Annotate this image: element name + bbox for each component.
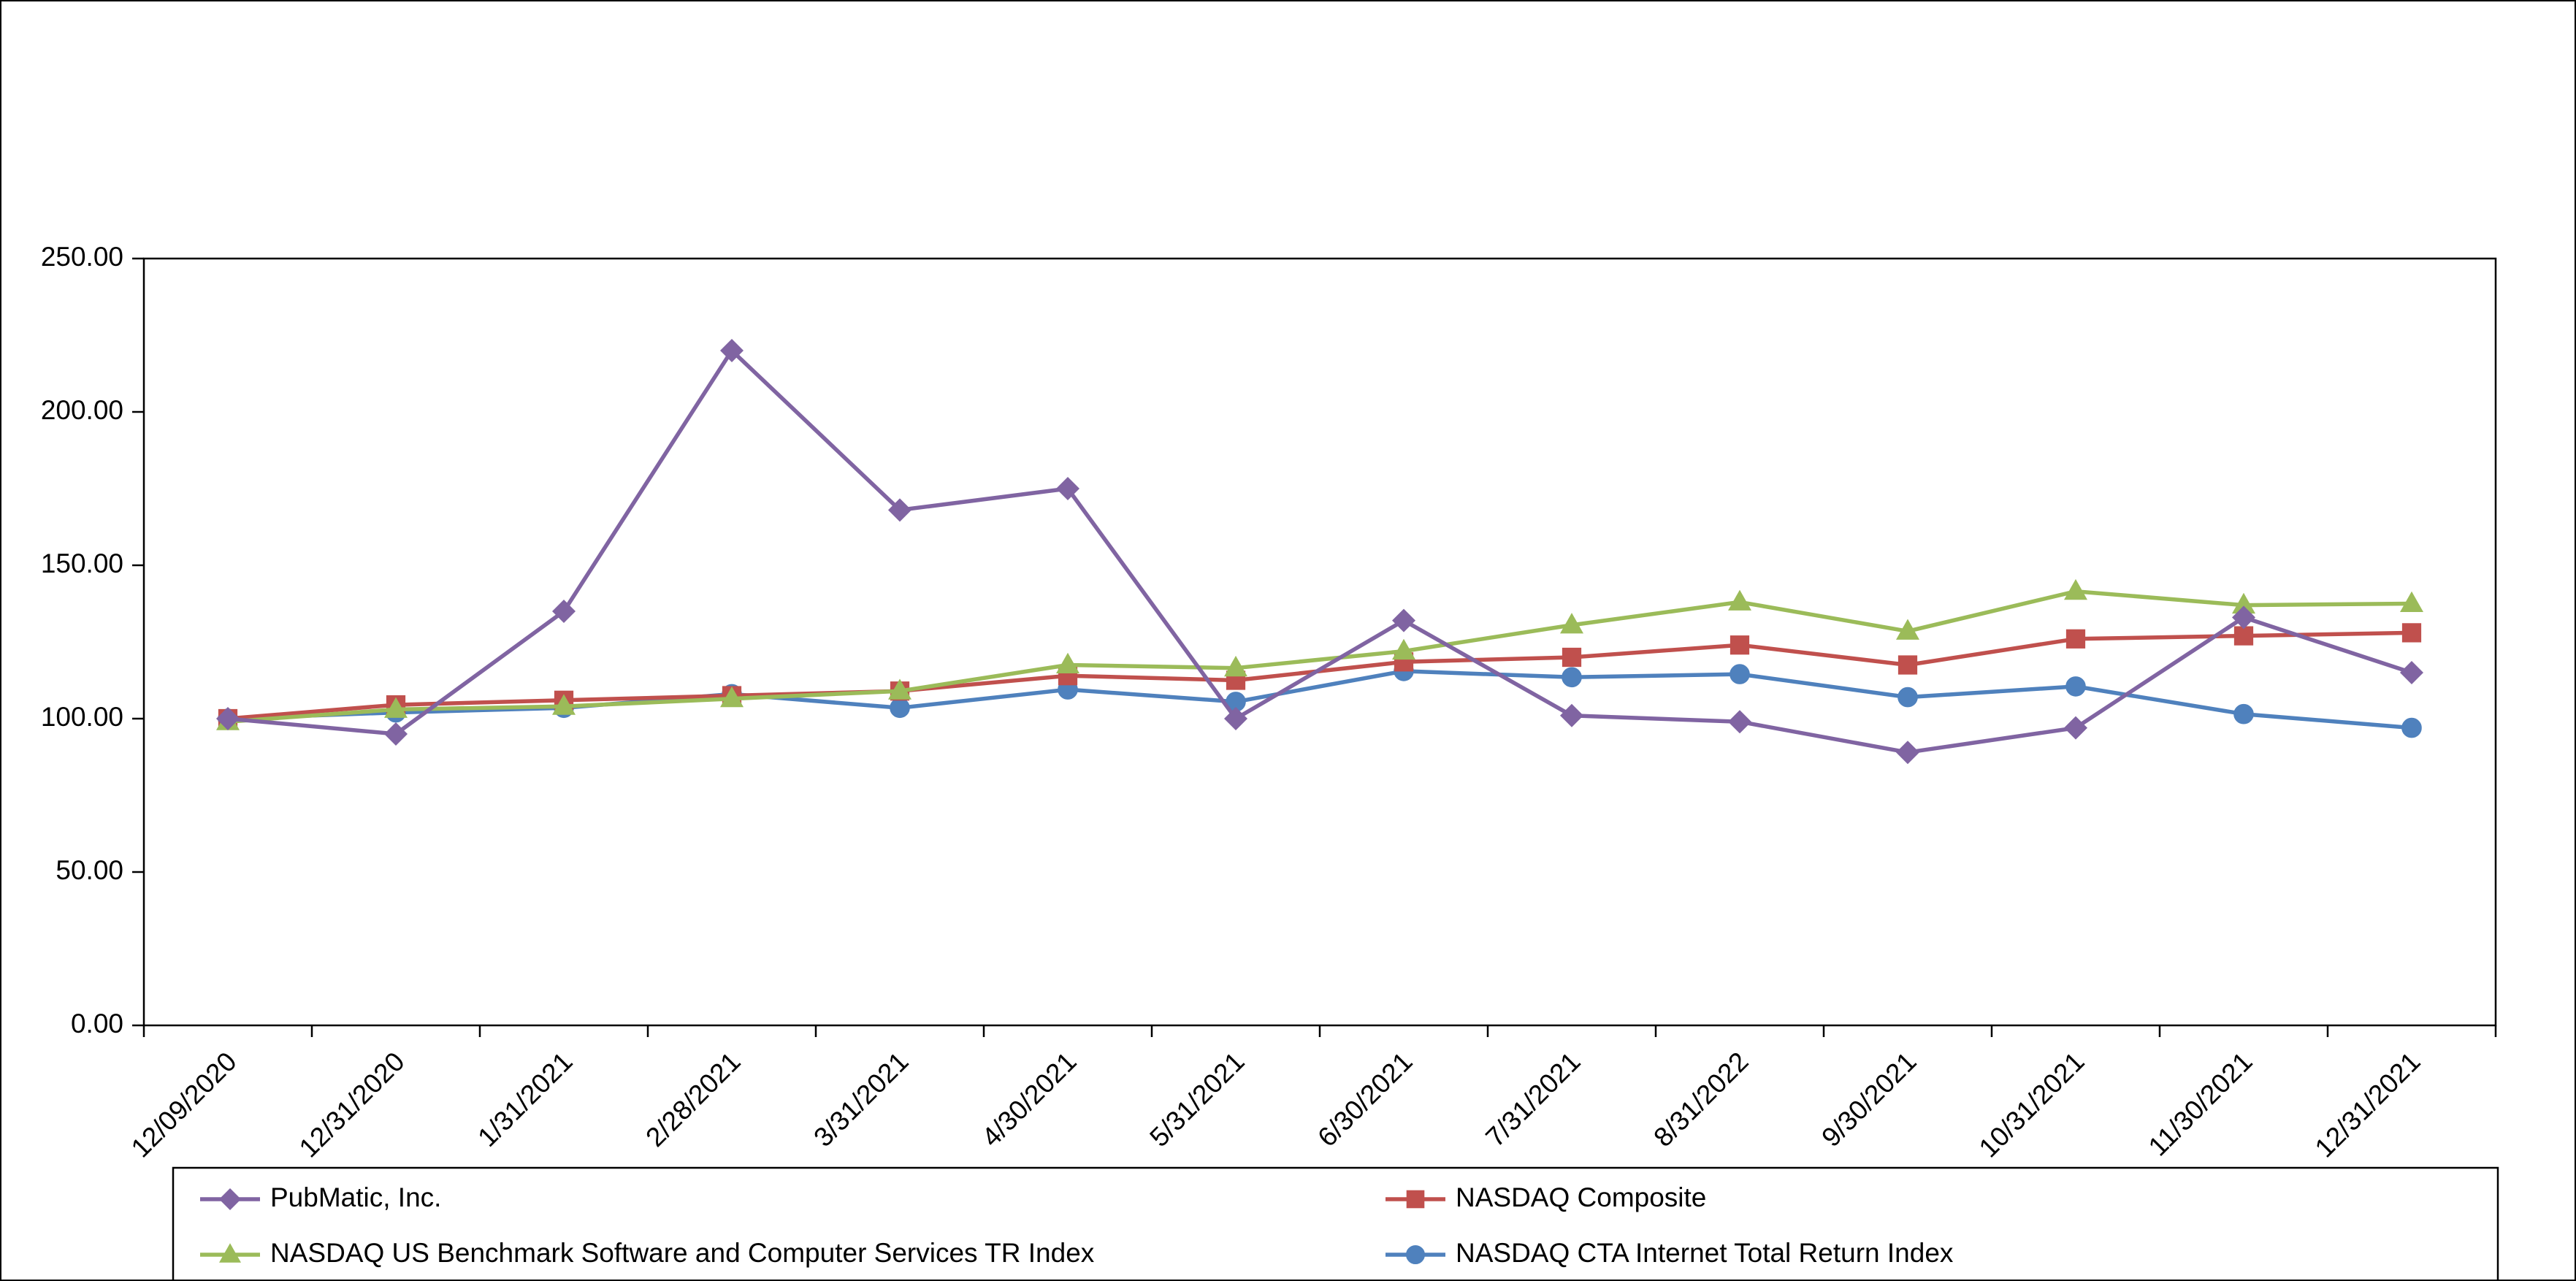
diamond-marker: [1224, 707, 1247, 730]
series-line: [226, 589, 2414, 724]
legend-item-2: NASDAQ US Benchmark Software and Compute…: [200, 1238, 1095, 1268]
diamond-marker: [2400, 661, 2423, 684]
square-marker: [2065, 629, 2086, 649]
square-marker: [1406, 1190, 1425, 1209]
y-tick-label: 50.00: [56, 855, 123, 885]
triangle-marker: [2400, 591, 2423, 613]
square-marker: [1730, 635, 1750, 655]
x-category-label: 3/31/2021: [808, 1047, 914, 1152]
x-category-label: 9/30/2021: [1816, 1047, 1922, 1152]
circle-marker: [1897, 687, 1918, 708]
diamond-marker: [2064, 716, 2087, 740]
legend-item-3: NASDAQ CTA Internet Total Return Index: [1386, 1238, 1954, 1268]
square-marker: [2233, 626, 2254, 646]
circle-marker: [1406, 1245, 1425, 1264]
x-category-label: 12/31/2020: [294, 1047, 410, 1163]
diamond-marker: [1056, 477, 1079, 500]
series-2: [216, 578, 2423, 730]
diamond-marker: [720, 339, 744, 362]
circle-marker: [1730, 664, 1750, 684]
diamond-marker: [1728, 710, 1751, 734]
circle-marker: [2401, 717, 2422, 738]
square-marker: [1562, 647, 1582, 668]
x-category-label: 4/30/2021: [976, 1047, 1082, 1152]
circle-marker: [2233, 703, 2254, 724]
diamond-marker: [219, 1188, 241, 1210]
legend: PubMatic, Inc. NASDAQ Composite NASDAQ US …: [172, 1166, 2499, 1280]
triangle-marker: [384, 697, 408, 718]
diamond-marker: [216, 707, 240, 730]
y-axis: 0.00 50.00 100.00 150.00 200.00 250.00: [41, 242, 144, 1039]
x-category-label: 10/31/2021: [1973, 1047, 2090, 1163]
square-marker: [2401, 623, 2422, 643]
triangle-marker: [1392, 638, 1415, 660]
diamond-marker: [1392, 608, 1415, 632]
diamond-marker: [1560, 703, 1583, 727]
diamond-marker: [384, 722, 408, 746]
triangle-marker: [552, 694, 576, 715]
diamond-marker: [2232, 605, 2255, 630]
circle-marker: [2065, 676, 2086, 697]
y-tick-label: 0.00: [71, 1009, 123, 1039]
x-category-label: 5/31/2021: [1144, 1047, 1250, 1152]
diamond-marker: [552, 600, 576, 623]
x-category-label: 11/30/2021: [2143, 1047, 2258, 1162]
x-category-label: 2/28/2021: [640, 1047, 746, 1152]
series-line: [226, 348, 2414, 754]
legend-box: [172, 1166, 2499, 1280]
legend-label: NASDAQ Composite: [1456, 1182, 1706, 1212]
diamond-marker: [1896, 741, 1919, 765]
y-tick-label: 250.00: [41, 242, 123, 272]
series-0: [216, 339, 2423, 765]
x-axis: 12/09/2020 12/31/2020 1/31/2021 2/28/2021 3/…: [126, 1025, 2497, 1163]
triangle-marker: [1728, 589, 1751, 611]
plot-area: [142, 257, 2497, 1027]
x-category-label: 12/31/2021: [2309, 1047, 2426, 1163]
y-tick-label: 100.00: [41, 702, 123, 732]
triangle-marker: [1560, 613, 1583, 634]
triangle-marker: [888, 678, 911, 700]
diamond-marker: [888, 498, 911, 522]
y-tick-label: 150.00: [41, 548, 123, 578]
legend-label: NASDAQ CTA Internet Total Return Index: [1456, 1238, 1954, 1268]
triangle-marker: [219, 1243, 241, 1263]
x-category-label: 7/31/2021: [1480, 1047, 1586, 1152]
x-category-label: 8/31/2022: [1648, 1047, 1754, 1152]
triangle-marker: [2232, 592, 2255, 614]
circle-marker: [890, 697, 910, 719]
triangle-marker: [2064, 578, 2087, 600]
x-category-label: 1/31/2021: [472, 1047, 578, 1152]
y-tick-label: 200.00: [41, 395, 123, 425]
legend-label: NASDAQ US Benchmark Software and Compute…: [270, 1238, 1095, 1268]
legend-label: PubMatic, Inc.: [270, 1182, 441, 1212]
legend-item-0: PubMatic, Inc.: [200, 1182, 441, 1212]
square-marker: [1897, 655, 1918, 675]
triangle-marker: [720, 686, 744, 708]
circle-marker: [1562, 667, 1582, 688]
triangle-marker: [1056, 652, 1079, 674]
x-category-label: 12/09/2020: [126, 1047, 242, 1163]
legend-item-1: NASDAQ Composite: [1386, 1182, 1706, 1212]
x-category-label: 6/30/2021: [1312, 1047, 1418, 1152]
triangle-marker: [1224, 655, 1247, 677]
triangle-marker: [1896, 619, 1919, 640]
